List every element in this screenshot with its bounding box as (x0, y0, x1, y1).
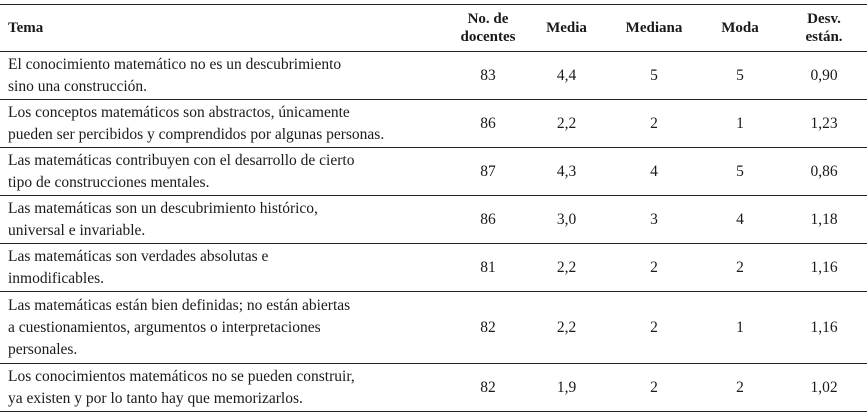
header-desv: Desv. están. (781, 4, 867, 52)
cell-mediana: 2 (609, 363, 699, 412)
cell-n: 86 (452, 195, 524, 244)
table-row: Las matemáticas contribuyen con el desar… (0, 147, 867, 196)
tema-line: pueden ser percibidos y comprendidos por… (8, 125, 385, 143)
cell-mediana: 3 (609, 195, 699, 244)
tema-line: ya existen y por lo tanto hay que memori… (8, 389, 303, 407)
tema-line: personales. (8, 340, 78, 358)
cell-mediana: 2 (609, 99, 699, 148)
cell-media: 2,2 (524, 99, 609, 148)
cell-moda: 5 (699, 147, 781, 196)
cell-mediana: 2 (609, 243, 699, 292)
tema-line: Las matemáticas contribuyen con el desar… (8, 151, 355, 169)
cell-n: 81 (452, 243, 524, 292)
tema-line: Las matemáticas son verdades absolutas e (8, 247, 269, 265)
tema-line: tipo de construcciones mentales. (8, 173, 210, 191)
cell-mediana: 5 (609, 51, 699, 100)
tema-line: Los conocimientos matemáticos no se pued… (8, 367, 355, 385)
cell-mediana: 2 (609, 291, 699, 364)
cell-n: 87 (452, 147, 524, 196)
header-mediana: Mediana (609, 4, 699, 52)
cell-moda: 4 (699, 195, 781, 244)
cell-moda: 2 (699, 363, 781, 412)
cell-media: 4,3 (524, 147, 609, 196)
header-desv-line1: Desv. (807, 11, 841, 27)
header-n-docentes: No. de docentes (452, 4, 524, 52)
cell-tema: Las matemáticas están bien definidas; no… (0, 291, 452, 364)
cell-moda: 1 (699, 99, 781, 148)
tema-line: Los conceptos matemáticos son abstractos… (8, 103, 350, 121)
header-n-line1: No. de (467, 11, 509, 27)
cell-desv: 0,90 (781, 51, 867, 100)
cell-media: 3,0 (524, 195, 609, 244)
cell-tema: Las matemáticas son un descubrimiento hi… (0, 195, 452, 244)
cell-desv: 1,02 (781, 363, 867, 412)
cell-moda: 1 (699, 291, 781, 364)
cell-desv: 1,18 (781, 195, 867, 244)
cell-n: 82 (452, 291, 524, 364)
tema-line: Las matemáticas son un descubrimiento hi… (8, 199, 318, 217)
table-row: Las matemáticas son verdades absolutas e… (0, 243, 867, 292)
table-row: Las matemáticas están bien definidas; no… (0, 291, 867, 364)
cell-media: 2,2 (524, 243, 609, 292)
tema-line: a cuestionamientos, argumentos o interpr… (8, 318, 321, 336)
cell-tema: El conocimiento matemático no es un desc… (0, 51, 452, 100)
tema-line: El conocimiento matemático no es un desc… (8, 55, 342, 73)
tema-line: Las matemáticas están bien definidas; no… (8, 296, 351, 314)
cell-desv: 1,23 (781, 99, 867, 148)
cell-tema: Los conceptos matemáticos son abstractos… (0, 99, 452, 148)
cell-tema: Los conocimientos matemáticos no se pued… (0, 363, 452, 412)
header-row: Tema No. de docentes Media Mediana Moda … (0, 4, 867, 52)
cell-media: 4,4 (524, 51, 609, 100)
table-row: El conocimiento matemático no es un desc… (0, 51, 867, 100)
cell-n: 86 (452, 99, 524, 148)
cell-tema: Las matemáticas son verdades absolutas e… (0, 243, 452, 292)
header-n-line2: docentes (460, 29, 516, 45)
header-tema: Tema (0, 4, 452, 52)
tema-line: universal e invariable. (8, 221, 146, 239)
statistics-table: Tema No. de docentes Media Mediana Moda … (0, 4, 867, 412)
header-moda: Moda (699, 4, 781, 52)
header-desv-line2: están. (805, 29, 843, 45)
cell-tema: Las matemáticas contribuyen con el desar… (0, 147, 452, 196)
table-row: Las matemáticas son un descubrimiento hi… (0, 195, 867, 244)
cell-desv: 0,86 (781, 147, 867, 196)
cell-desv: 1,16 (781, 291, 867, 364)
tema-line: inmodificables. (8, 269, 104, 287)
table-row: Los conocimientos matemáticos no se pued… (0, 363, 867, 412)
table-row: Los conceptos matemáticos son abstractos… (0, 99, 867, 148)
tema-line: sino una construcción. (8, 77, 148, 95)
cell-media: 1,9 (524, 363, 609, 412)
cell-n: 82 (452, 363, 524, 412)
cell-mediana: 4 (609, 147, 699, 196)
cell-moda: 2 (699, 243, 781, 292)
cell-moda: 5 (699, 51, 781, 100)
cell-desv: 1,16 (781, 243, 867, 292)
cell-media: 2,2 (524, 291, 609, 364)
header-media: Media (524, 4, 609, 52)
cell-n: 83 (452, 51, 524, 100)
